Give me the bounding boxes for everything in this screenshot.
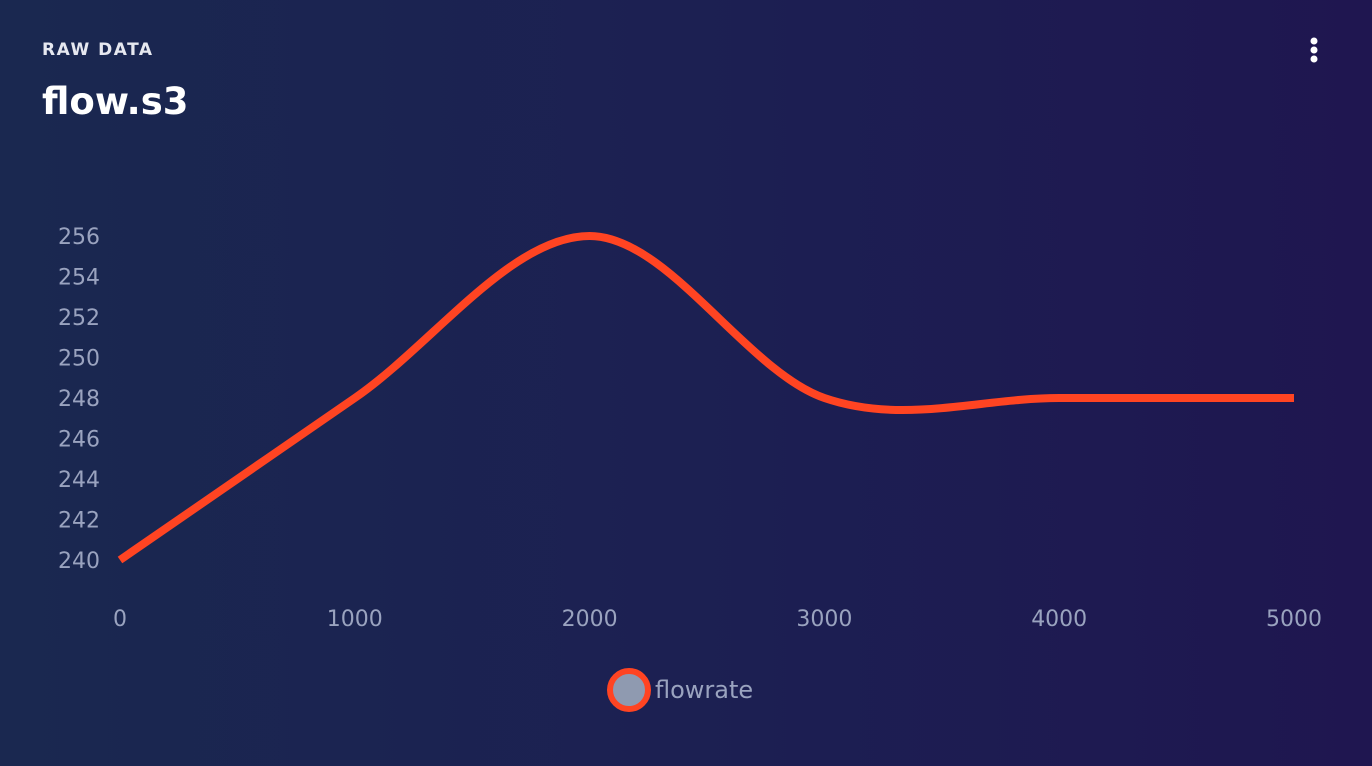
x-tick-label: 2000 — [562, 607, 618, 632]
y-axis: 240 242 244 246 248 250 252 254 256 — [58, 225, 100, 574]
x-tick-label: 3000 — [796, 607, 852, 632]
legend-swatch — [607, 668, 651, 712]
legend-item-flowrate[interactable]: flowrate — [607, 667, 753, 713]
x-axis: 0 1000 2000 3000 4000 5000 — [113, 607, 1322, 632]
more-vertical-icon — [1310, 37, 1318, 63]
card-eyebrow: RAW DATA — [42, 40, 154, 60]
y-tick-label: 256 — [58, 225, 100, 250]
y-tick-label: 244 — [58, 468, 100, 493]
x-tick-label: 4000 — [1031, 607, 1087, 632]
x-tick-label: 1000 — [327, 607, 383, 632]
y-tick-label: 242 — [58, 509, 100, 534]
legend-label: flowrate — [655, 676, 754, 704]
y-tick-label: 246 — [58, 428, 100, 453]
x-tick-label: 0 — [113, 607, 127, 632]
card-header: RAW DATA flow.s3 — [42, 38, 188, 124]
more-options-button[interactable] — [1298, 34, 1330, 66]
x-tick-label: 5000 — [1266, 607, 1322, 632]
y-tick-label: 254 — [58, 266, 100, 291]
y-tick-label: 248 — [58, 387, 100, 412]
y-tick-label: 252 — [58, 306, 100, 331]
y-tick-label: 240 — [58, 549, 100, 574]
series-layer — [117, 232, 1294, 564]
y-tick-label: 250 — [58, 347, 100, 372]
card-title: flow.s3 — [42, 80, 189, 123]
series-line-flowrate — [117, 232, 1294, 564]
